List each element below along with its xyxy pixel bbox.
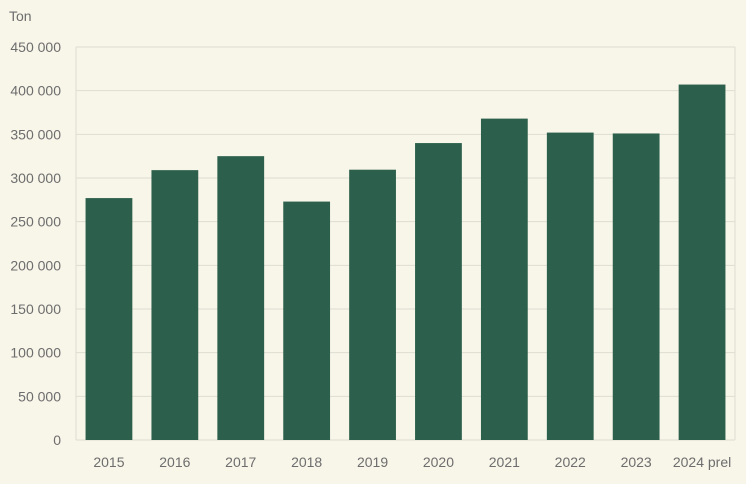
x-tick-label: 2015 [93, 454, 124, 470]
y-tick-label: 350 000 [10, 126, 61, 142]
x-tick-label: 2018 [291, 454, 322, 470]
bar-2020 [415, 143, 462, 441]
x-tick-label: 2020 [423, 454, 454, 470]
y-axis-ticks: 0 50 000 100 000 150 000 200 000 250 000 300 0… [10, 39, 61, 448]
y-axis-unit-label: Ton [9, 8, 32, 24]
x-tick-label: 2021 [489, 454, 520, 470]
y-tick-label: 200 000 [10, 257, 61, 273]
bar-2021 [480, 118, 528, 440]
y-tick-label: 300 000 [10, 170, 61, 186]
bars [85, 84, 726, 441]
bar-2015 [85, 198, 133, 440]
x-tick-label: 2024 prel [673, 454, 731, 470]
x-tick-label: 2019 [357, 454, 388, 470]
x-tick-label: 2022 [555, 454, 586, 470]
y-tick-label: 150 000 [10, 301, 61, 317]
y-tick-label: 0 [53, 432, 61, 448]
bar-2017 [217, 156, 265, 440]
y-tick-label: 400 000 [10, 83, 61, 99]
y-tick-label: 250 000 [10, 214, 61, 230]
x-tick-label: 2023 [621, 454, 652, 470]
bar-2016 [151, 170, 199, 440]
y-tick-label: 450 000 [10, 39, 61, 55]
bar-2022 [546, 132, 594, 440]
bar-2018 [283, 201, 331, 440]
bar-2023 [612, 133, 660, 440]
bar-2019 [349, 169, 396, 440]
y-tick-label: 50 000 [18, 388, 61, 404]
x-tick-label: 2016 [159, 454, 190, 470]
y-tick-label: 100 000 [10, 345, 61, 361]
x-tick-label: 2017 [225, 454, 256, 470]
bar-2024-prel [678, 84, 726, 440]
x-axis-ticks: 2015 2016 2017 2018 2019 2020 2021 2022 2023 2024… [93, 454, 731, 470]
